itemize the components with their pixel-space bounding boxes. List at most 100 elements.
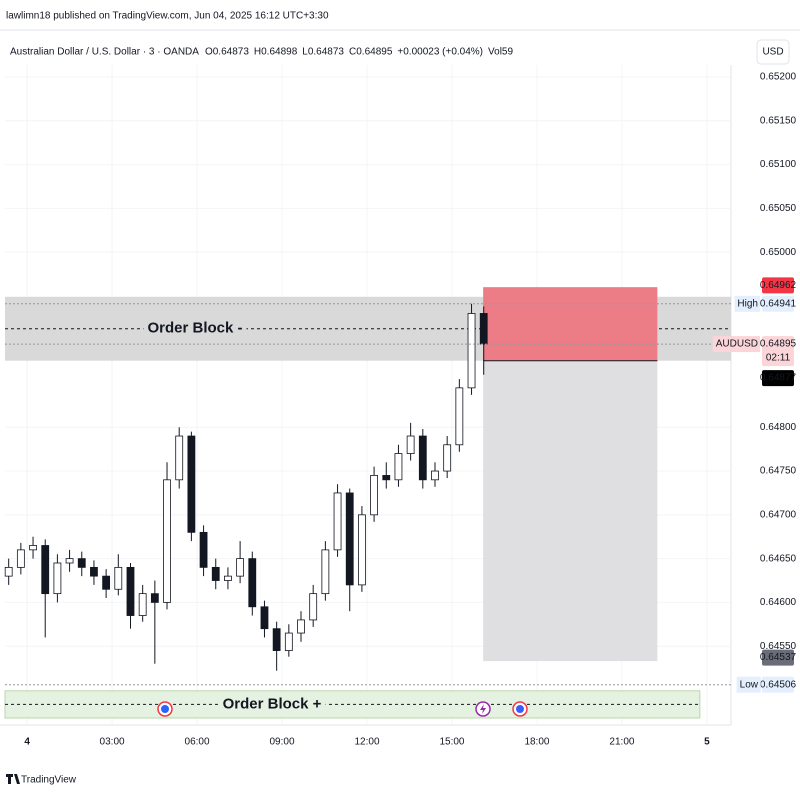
event-icon-flag — [161, 705, 169, 713]
x-tick-label: 12:00 — [354, 737, 379, 748]
zone-label: Order Block + — [223, 695, 322, 712]
candle-body — [150, 593, 159, 603]
ohlc-value: 0.64873 — [213, 47, 250, 58]
ohlc-value: 0.64895 — [356, 47, 393, 58]
volume-key: Vol — [488, 47, 502, 58]
candle-body — [163, 479, 171, 603]
currency-button[interactable] — [756, 39, 790, 65]
x-tick-label: 15:00 — [439, 737, 464, 748]
symbol: Australian Dollar / U.S. Dollar · 3 · OA… — [10, 47, 199, 58]
candle-body — [41, 545, 50, 595]
candle-body — [297, 619, 305, 634]
ohlc-value: 0.64898 — [261, 47, 298, 58]
x-tick-label: 21:00 — [609, 737, 634, 748]
candle-body — [333, 492, 342, 551]
candle-body — [77, 558, 86, 568]
price-marker — [762, 676, 794, 693]
ohlc-key: H — [254, 47, 261, 58]
candle-body — [479, 313, 488, 345]
candle-body — [418, 435, 427, 481]
candle-body — [443, 444, 452, 472]
event-icon-flag — [516, 705, 524, 713]
countdown: 02:11 — [766, 353, 791, 364]
candle-body — [236, 558, 245, 577]
price-marker-label: 0.64537 — [760, 652, 797, 663]
price-marker — [762, 295, 794, 312]
event-icon-bolt — [480, 704, 486, 714]
published-line: lawlimn18 published on TradingView.com, … — [6, 11, 329, 22]
candle-body — [102, 575, 111, 590]
price-marker-label: 0.64506 — [760, 679, 797, 690]
price-marker-label: 0.64877 — [760, 373, 797, 384]
ohlc-value: 0.64873 — [308, 47, 345, 58]
price-marker-label: 0.64941 — [760, 298, 797, 309]
zone-label-bg — [218, 695, 326, 713]
price-marker-tag-bg — [736, 676, 761, 693]
candle-body — [199, 531, 208, 568]
candle-body — [345, 492, 354, 586]
y-tick-label: 0.64750 — [760, 466, 797, 477]
candle-body — [224, 575, 232, 581]
x-tick-label: 5 — [704, 737, 710, 748]
ohlc-values: O 0.64873 H 0.64898 L 0.64873 C 0.64895 +0.00023… — [205, 47, 514, 58]
change: +0.00023 (+0.04%) — [397, 47, 483, 58]
candle-body — [406, 435, 415, 454]
candle-body — [175, 435, 184, 481]
candle-body — [65, 558, 74, 564]
candle-body — [260, 606, 269, 630]
zone-label-bg — [143, 319, 247, 337]
candle-body — [321, 549, 330, 595]
price-marker-label: 0.64962 — [760, 280, 797, 291]
zone-label: Order Block - — [147, 320, 242, 337]
price-marker-tag-bg — [712, 336, 760, 353]
brand: TradingView — [21, 775, 77, 786]
logo-mark — [6, 774, 20, 784]
candle-body — [394, 453, 403, 481]
ohlc-key: C — [349, 47, 356, 58]
price-marker-label: 0.64895 — [760, 339, 797, 350]
candle-body — [455, 387, 464, 446]
y-tick-label: 0.64700 — [760, 509, 797, 520]
candle-body — [29, 545, 37, 551]
candle-body — [382, 475, 391, 481]
y-tick-label: 0.64650 — [760, 553, 797, 564]
candle-body — [126, 566, 135, 616]
candle-body — [16, 549, 25, 568]
candle-body — [211, 566, 220, 581]
y-tick-label: 0.64550 — [760, 641, 797, 652]
price-marker-tag-bg — [734, 295, 760, 312]
candle-body — [284, 632, 293, 651]
y-tick-label: 0.65200 — [760, 72, 797, 83]
price-marker-tag: AUDUSD — [716, 339, 758, 350]
candle-body — [4, 566, 13, 577]
y-tick-label: 0.65000 — [760, 247, 797, 258]
candle-body — [309, 593, 318, 621]
ohlc-key: O — [205, 47, 213, 58]
plot-area: Order Block - Order Block + — [4, 65, 731, 725]
ohlc-key: L — [302, 47, 308, 58]
candle-body — [467, 313, 476, 389]
price-marker — [762, 336, 794, 367]
y-tick-label: 0.65150 — [760, 115, 797, 126]
x-tick-label: 03:00 — [100, 737, 125, 748]
x-tick-label: 09:00 — [270, 737, 295, 748]
price-marker-tag: Low — [740, 679, 759, 690]
price-marker — [762, 370, 794, 387]
candle-body — [358, 514, 366, 586]
brand-logo: TradingView — [6, 774, 77, 786]
price-marker-tag: High — [737, 298, 758, 309]
y-tick-label: 0.65050 — [760, 203, 797, 214]
zone — [483, 360, 658, 662]
currency[interactable]: USD — [762, 47, 783, 58]
zone — [483, 287, 658, 361]
candle-body — [431, 470, 439, 481]
x-tick-label: 18:00 — [524, 737, 549, 748]
y-tick-label: 0.64800 — [760, 422, 797, 433]
candle-body — [370, 475, 378, 516]
event-icons — [157, 701, 528, 717]
candle-body — [138, 593, 147, 616]
y-tick-label: 0.64600 — [760, 597, 797, 608]
candle-body — [187, 435, 196, 533]
candle-body — [90, 566, 98, 577]
